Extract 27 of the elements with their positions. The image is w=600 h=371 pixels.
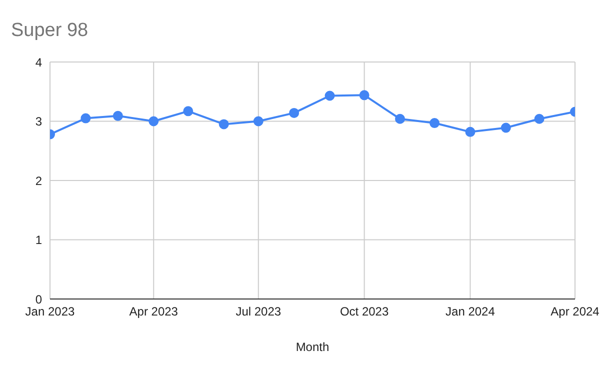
point: [500, 122, 511, 133]
x-tick-label: Apr 2024: [550, 304, 600, 319]
point: [80, 113, 91, 124]
point: [253, 116, 264, 126]
y-tick-label: 0: [35, 292, 42, 306]
x-tick-label: Jul 2023: [236, 304, 282, 319]
point: [148, 116, 159, 126]
x-tick-label: Jan 2023: [25, 304, 76, 319]
point: [183, 106, 194, 116]
point: [218, 119, 229, 130]
chart-title: Super 98: [11, 20, 88, 42]
point: [359, 90, 370, 100]
point: [324, 90, 335, 101]
y-tick-label: 1: [35, 233, 42, 248]
x-tick-label: Jan 2024: [446, 304, 496, 319]
y-tick-label: 4: [35, 55, 42, 70]
point: [534, 114, 544, 124]
x-tick-label: Apr 2023: [129, 304, 178, 319]
point: [289, 108, 300, 118]
point: [465, 126, 476, 137]
x-axis-title: Month: [296, 340, 330, 354]
point: [112, 110, 123, 121]
point: [430, 118, 440, 128]
point: [395, 114, 405, 124]
x-tick-label: Oct 2023: [340, 304, 389, 319]
y-tick-label: 2: [35, 174, 42, 188]
y-tick-label: 3: [35, 114, 42, 129]
